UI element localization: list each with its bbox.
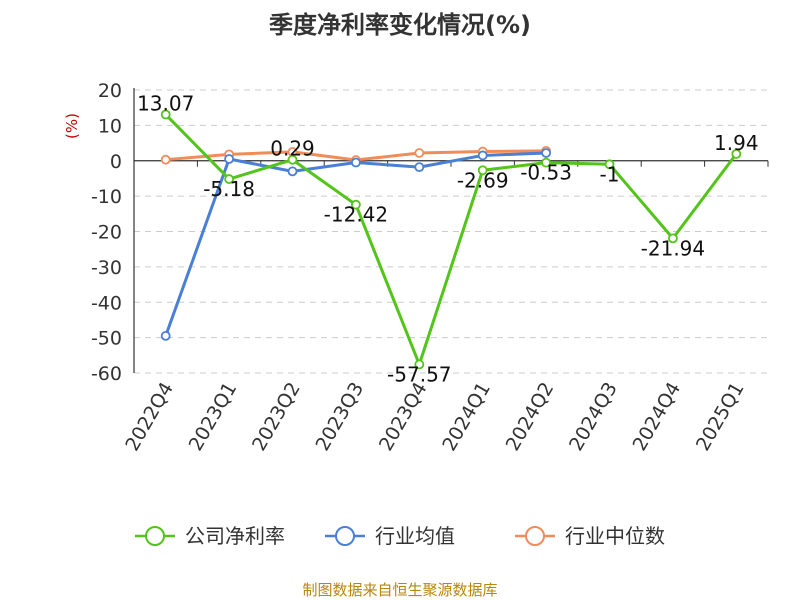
y-tick-label: -20 <box>91 222 122 244</box>
data-point <box>160 154 171 165</box>
data-point <box>541 157 551 168</box>
data-point <box>160 109 171 120</box>
data-label: -5.18 <box>203 177 255 201</box>
y-axis-label: (%) <box>63 113 81 139</box>
data-point <box>414 148 425 158</box>
x-tick-labels: 2022Q4 2023Q1 2023Q2 2023Q3 2023Q4 2024Q1 2024… <box>121 379 748 455</box>
x-tick-label: 2024Q2 <box>502 379 559 455</box>
data-label: -57.57 <box>387 362 451 386</box>
legend: 公司净利率 行业均值 行业中位数 <box>135 524 665 548</box>
data-point <box>287 154 298 165</box>
data-point <box>224 174 235 184</box>
data-point <box>414 162 425 173</box>
data-point <box>604 159 615 170</box>
legend-item: 行业中位数 <box>515 524 665 548</box>
legend-item: 公司净利率 <box>135 524 285 548</box>
y-tick-label: -50 <box>91 328 122 350</box>
y-tick-label: 10 <box>98 115 122 137</box>
data-label: 13.07 <box>137 92 194 116</box>
data-label: 1.94 <box>714 131 759 155</box>
data-label: -21.94 <box>641 236 705 260</box>
y-tick-label: -30 <box>91 257 122 279</box>
x-tick-label: 2024Q1 <box>438 379 495 455</box>
series-line <box>164 113 738 366</box>
data-labels: 13.07 -5.18 0.29 -12.42 -57.57 -2.69 -0.53 -1 -2… <box>137 92 758 387</box>
x-tick-label: 2022Q4 <box>121 379 178 455</box>
x-tick-label: 2024Q3 <box>565 379 622 455</box>
legend-marker <box>145 526 165 546</box>
y-tick-label: 20 <box>98 80 122 102</box>
data-point <box>477 150 488 161</box>
source-note: 制图数据来自恒生聚源数据库 <box>302 581 497 599</box>
x-tick-label: 2024Q4 <box>628 379 685 455</box>
data-point <box>350 157 361 168</box>
y-tick-label: -40 <box>91 292 122 314</box>
x-tick-label: 2023Q2 <box>248 379 305 455</box>
data-point <box>731 148 742 159</box>
x-tick-label: 2023Q4 <box>375 379 432 455</box>
data-label: -2.69 <box>457 168 509 192</box>
data-label: -1 <box>600 162 620 186</box>
legend-marker <box>525 526 545 546</box>
data-point <box>224 154 235 164</box>
legend-label: 行业均值 <box>375 524 455 548</box>
x-tick-label: 2025Q1 <box>692 379 749 455</box>
x-tick-label: 2023Q3 <box>311 379 368 455</box>
y-tick-label: -10 <box>91 186 122 208</box>
data-label: -12.42 <box>324 203 388 227</box>
x-tick-label: 2023Q1 <box>185 379 242 455</box>
legend-marker <box>335 526 355 546</box>
data-point <box>287 166 298 177</box>
chart-title: 季度净利率变化情况(%) <box>269 11 531 39</box>
legend-label: 行业中位数 <box>565 524 665 548</box>
data-point <box>160 330 171 341</box>
y-tick-label: 0 <box>110 151 122 173</box>
data-point <box>477 165 488 176</box>
data-point <box>350 199 361 210</box>
grid <box>134 89 768 374</box>
data-label: -0.53 <box>520 161 572 185</box>
legend-label: 公司净利率 <box>185 524 285 548</box>
series-layer <box>160 109 742 370</box>
legend-item: 行业均值 <box>325 524 455 548</box>
data-point <box>541 148 551 158</box>
y-tick-label: -60 <box>91 363 122 385</box>
axes <box>133 88 769 373</box>
data-point <box>414 359 425 370</box>
y-tick-labels: 20 10 0 -10 -20 -30 -40 -50 -60 <box>91 80 122 385</box>
data-label: 0.29 <box>270 137 315 161</box>
data-point <box>668 233 678 244</box>
